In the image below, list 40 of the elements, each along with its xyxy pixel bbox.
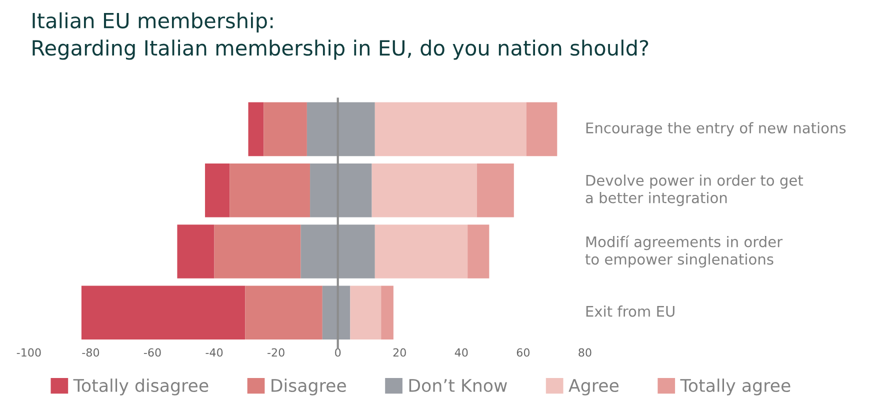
x-tick-label: -100 [16,348,41,357]
bar [306,102,375,156]
x-tick-label: 60 [516,348,530,357]
bar [381,286,394,340]
legend-label: Agree [568,379,619,396]
bar [468,224,490,278]
bar [245,286,322,340]
bar [230,163,310,218]
legend-label: Don’t Know [409,379,507,392]
x-tick-label: 20 [393,348,406,357]
bar [526,102,558,156]
bar [372,163,477,218]
bar [350,286,382,340]
x-tick-label: -20 [268,348,284,357]
y-tick-label: Encourage the entry of new nations [586,122,846,136]
bar [300,224,375,278]
legend-label: Disagree [272,378,346,396]
legend-label: Totally agree [680,378,790,396]
bar [264,102,307,156]
x-tick-label: -40 [206,348,223,357]
legend-label: Totally disagree [73,378,208,396]
bar [374,224,468,278]
y-tick-label: Devolve power in order to get a better integration [586,174,804,206]
bar [177,224,214,278]
chart-title: Italian EU membership: Regarding Italian membership in EU, do you nation should? [32,12,648,60]
bar [322,286,350,340]
bar [310,163,372,218]
x-tick-label: -60 [144,348,161,357]
bar [374,102,526,156]
x-tick-label: -80 [82,348,100,357]
bar [476,163,514,218]
x-tick-label: 40 [454,348,468,357]
bar [205,163,230,218]
y-tick-label: Exit from EU [586,306,674,317]
x-tick-label: 80 [578,348,592,357]
x-tick-label: 0 [335,348,341,357]
bar [248,102,264,156]
y-tick-label: Modifí agreements in order to empower singlenations [585,235,783,268]
bar [214,224,301,278]
bar [81,286,246,340]
